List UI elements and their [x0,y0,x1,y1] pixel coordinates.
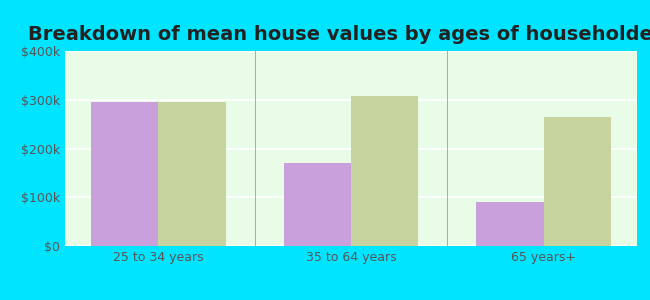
Bar [351,96,419,246]
Bar [91,102,159,246]
Title: Breakdown of mean house values by ages of householders: Breakdown of mean house values by ages o… [28,25,650,44]
Bar [159,102,226,246]
Bar [543,117,611,246]
Bar [476,202,543,246]
Bar [283,163,351,246]
